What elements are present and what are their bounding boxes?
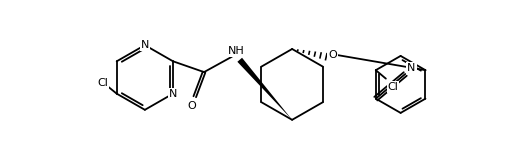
Text: Cl: Cl [98,78,108,88]
Text: Cl: Cl [388,82,398,92]
Text: NH: NH [228,46,245,56]
Text: O: O [187,101,196,111]
Text: O: O [328,50,337,60]
Text: N: N [407,63,416,73]
Polygon shape [237,58,292,120]
Text: N: N [169,89,177,99]
Text: N: N [141,40,149,50]
